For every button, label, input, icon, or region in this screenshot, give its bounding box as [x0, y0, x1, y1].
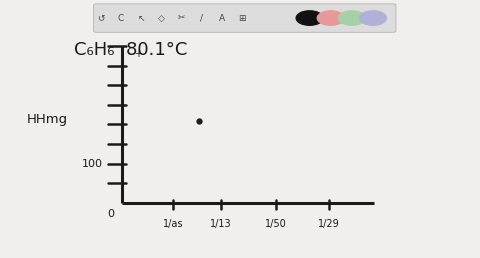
Text: ◇: ◇ [158, 14, 165, 22]
Text: ✂: ✂ [178, 14, 185, 22]
Text: ⊞: ⊞ [238, 14, 246, 22]
Text: +: + [134, 49, 143, 59]
Circle shape [338, 11, 365, 25]
FancyBboxPatch shape [94, 4, 396, 32]
Text: A: A [219, 14, 225, 22]
Text: 1/29: 1/29 [318, 219, 340, 229]
Circle shape [360, 11, 386, 25]
Text: 1/as: 1/as [163, 219, 183, 229]
Circle shape [296, 11, 323, 25]
Text: 1/13: 1/13 [210, 219, 232, 229]
Text: 0: 0 [107, 209, 114, 219]
Text: C: C [118, 14, 124, 22]
Text: HHmg: HHmg [26, 114, 68, 126]
Text: ↺: ↺ [97, 14, 105, 22]
Text: /: / [200, 14, 203, 22]
Text: 100: 100 [82, 158, 103, 168]
Circle shape [317, 11, 344, 25]
Text: C₆H₆  80.1°C: C₆H₆ 80.1°C [74, 41, 188, 59]
Text: ↖: ↖ [137, 14, 145, 22]
Text: 1/50: 1/50 [265, 219, 287, 229]
